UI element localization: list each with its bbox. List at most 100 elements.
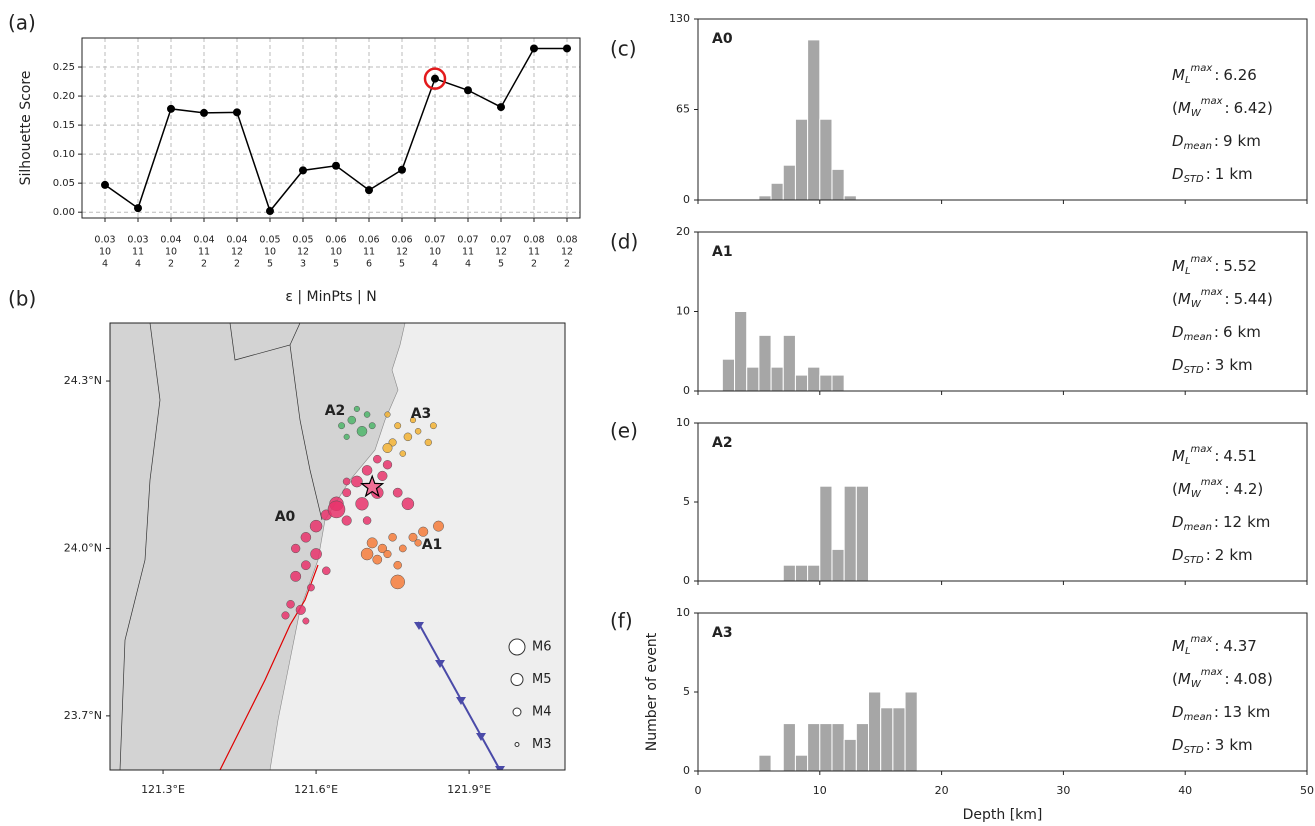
event	[383, 460, 392, 469]
stat-superscript: max	[1201, 667, 1223, 678]
x-tick-label: 0.08	[556, 235, 577, 246]
x-tick-label: 0.07	[457, 235, 478, 246]
event	[356, 497, 369, 510]
x-tick-label: 0.06	[391, 235, 412, 246]
stat-separator: :	[1214, 257, 1219, 275]
stat-value: 4.51	[1223, 447, 1256, 465]
stat-separator: :	[1225, 290, 1230, 308]
event	[385, 412, 391, 418]
x-tick-label: 12	[495, 247, 507, 258]
event	[389, 533, 397, 541]
stat-value: 12	[1223, 513, 1242, 531]
cluster-name: A1	[712, 244, 733, 260]
stat-line: (MWmax:6.42)	[1172, 96, 1273, 119]
stat-value: 3	[1215, 356, 1225, 374]
bar	[856, 486, 868, 581]
x-tick-label: 10	[813, 784, 827, 797]
stat-unit: km	[1238, 132, 1261, 150]
x-tick-label: 5	[267, 259, 273, 270]
stat-superscript: max	[1201, 477, 1223, 488]
event	[373, 455, 381, 463]
cluster-label: A1	[422, 537, 443, 553]
event	[338, 422, 344, 428]
stat-separator: :	[1225, 670, 1230, 688]
bar	[759, 196, 771, 200]
stat-symbol: M	[1172, 257, 1185, 275]
stat-superscript: max	[1191, 254, 1213, 265]
event	[415, 539, 422, 546]
x-tick-label: 4	[102, 259, 108, 270]
point	[464, 86, 472, 94]
stat-symbol: M	[1172, 447, 1185, 465]
y-tick-label: 23.7°N	[64, 709, 102, 722]
stat-separator: :	[1225, 99, 1230, 117]
point	[530, 44, 538, 52]
stat-symbol: D	[1172, 323, 1184, 341]
stat-separator: :	[1214, 447, 1219, 465]
stat-separator: :	[1214, 66, 1219, 84]
size-legend-label: M4	[532, 705, 552, 720]
x-tick-label: 121.6°E	[294, 783, 338, 796]
bar	[722, 359, 734, 391]
bar	[808, 40, 820, 200]
y-tick-label: 5	[683, 685, 690, 698]
stat-separator: :	[1225, 480, 1230, 498]
x-tick-label: 0.07	[424, 235, 445, 246]
bar	[771, 183, 783, 200]
event	[354, 406, 360, 412]
stat-separator: :	[1206, 736, 1211, 754]
stat-separator: :	[1214, 703, 1219, 721]
stat-value: 9	[1223, 132, 1233, 150]
x-tick-label: 4	[465, 259, 471, 270]
event	[322, 567, 330, 575]
size-legend-label: M5	[532, 672, 552, 687]
point	[134, 204, 142, 212]
bar	[881, 708, 893, 771]
event	[310, 520, 322, 532]
stat-separator: :	[1214, 132, 1219, 150]
x-tick-label: 12	[396, 247, 408, 258]
stat-symbol: M	[1178, 670, 1191, 688]
y-tick-label: 0.00	[53, 207, 75, 218]
event	[357, 426, 367, 436]
x-tick-label: 30	[1056, 784, 1070, 797]
x-tick-label: 4	[135, 259, 141, 270]
x-tick-label: 10	[330, 247, 342, 258]
stat-subscript: L	[1185, 75, 1191, 86]
stat-subscript: STD	[1184, 555, 1204, 566]
stat-unit: km	[1247, 513, 1270, 531]
y-tick-label: 0.15	[53, 120, 75, 131]
y-axis-label: Silhouette Score	[18, 71, 34, 186]
stat-subscript: STD	[1184, 174, 1204, 185]
x-tick-label: 2	[168, 259, 174, 270]
size-legend-marker	[515, 743, 519, 747]
stat-subscript: mean	[1184, 141, 1212, 152]
point	[266, 207, 274, 215]
y-tick-label: 10	[676, 606, 690, 619]
event	[287, 600, 295, 608]
stat-value: 13	[1223, 703, 1242, 721]
stat-unit: km	[1238, 323, 1261, 341]
event	[393, 488, 402, 497]
y-tick-label: 0	[683, 574, 690, 587]
stat-unit: km	[1247, 703, 1270, 721]
y-tick-label: 0.05	[53, 178, 75, 189]
stat-line: MLmax:5.52	[1172, 254, 1257, 277]
point	[299, 166, 307, 174]
point	[233, 108, 241, 116]
y-tick-label: 10	[676, 416, 690, 429]
event	[400, 451, 406, 457]
stat-superscript: max	[1191, 634, 1213, 645]
y-tick-label: 24.3°N	[64, 374, 102, 387]
stat-line: DSTD:1km	[1172, 165, 1253, 186]
bar	[905, 692, 917, 771]
stat-value: 5.44	[1234, 290, 1267, 308]
panel-label: (e)	[610, 419, 638, 443]
bar	[795, 565, 807, 581]
stat-value: 4.37	[1223, 637, 1256, 655]
event	[399, 545, 406, 552]
stat-value: 1	[1215, 165, 1225, 183]
size-legend-marker	[509, 639, 525, 655]
bar	[893, 708, 905, 771]
event	[369, 422, 375, 428]
